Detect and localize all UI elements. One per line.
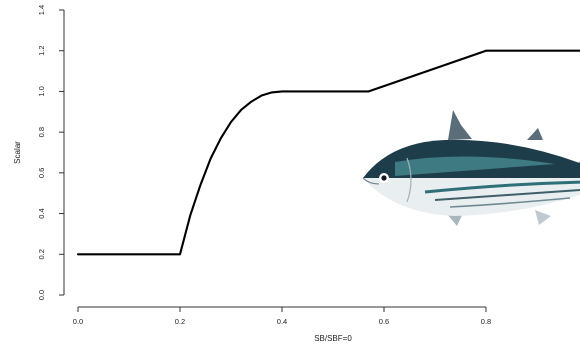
tuna-pupil [381,175,387,181]
x-tick-label: 0.0 [73,317,83,326]
x-axis-title: SB/SBF=0 [314,334,352,343]
tuna-gill-line [406,157,412,203]
x-tick-label: 0.4 [277,317,287,326]
tuna-mouth [362,177,380,185]
tuna-dorsal-fin [448,110,472,140]
x-tick-label: 0.6 [379,317,389,326]
y-tick-label: 1.2 [37,45,46,55]
y-tick-label: 0.8 [37,127,46,137]
tuna-stripe [449,197,571,208]
tuna-stripe [424,180,580,194]
y-axis-title: Scalar [13,141,22,164]
series-layer [76,49,580,256]
y-tick-label: 1.0 [37,86,46,96]
x-tick-label: 0.8 [481,317,491,326]
tuna-anal-fin [535,210,551,225]
axes: 0.0 0.2 0.4 0.6 0.8 1.0 1.2 1.4 0.0 0.2 0.4 0.6 0.8 S… [13,5,491,343]
tuna-side-highlight [395,156,555,176]
tuna-fish-illustration [362,110,580,226]
y-tick-label: 0.0 [37,290,46,300]
tuna-stripe [434,189,580,201]
y-tick-label: 0.4 [37,208,46,218]
y-tick-label: 0.2 [37,249,46,259]
x-tick-label: 0.2 [175,317,185,326]
tuna-second-dorsal-fin [527,128,543,140]
tuna-pelvic-fin [447,213,463,226]
series-line [76,49,580,256]
y-tick-label: 0.6 [37,168,46,178]
y-tick-label: 1.4 [37,5,46,15]
